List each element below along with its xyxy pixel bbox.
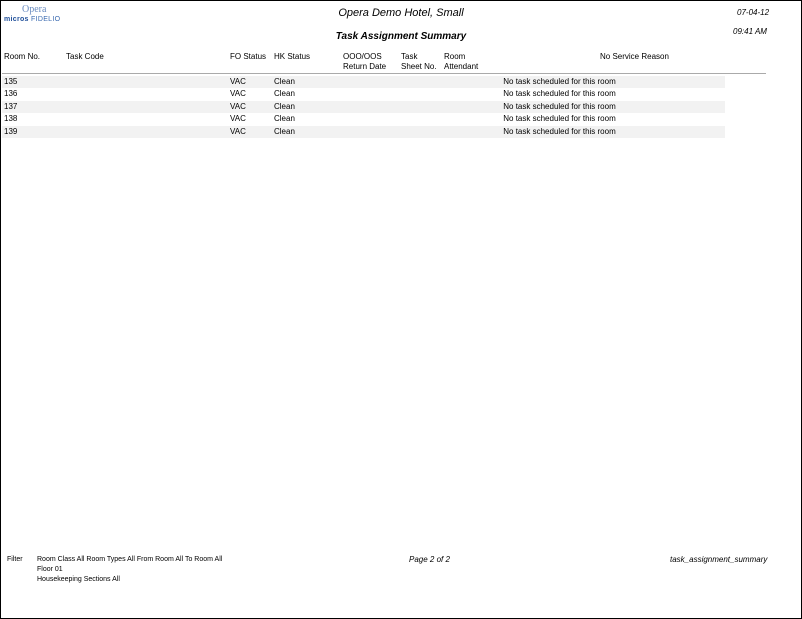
fo-status-cell: VAC (230, 77, 246, 86)
table-row: 137 VAC Clean No task scheduled for this ro… (2, 100, 725, 114)
fo-status-cell: VAC (230, 101, 246, 111)
col-fo-status: FO Status (230, 52, 267, 61)
table-row: 138 VAC Clean No task scheduled for this ro… (2, 113, 725, 125)
col-room-attendant: Room Attendant (444, 52, 479, 71)
micros-fidelio-logo: micros FIDELIO (4, 16, 60, 23)
hk-status-cell: Clean (274, 89, 295, 99)
no-service-reason-cell: No task scheduled for this room (503, 126, 616, 136)
report-title: Task Assignment Summary (335, 31, 467, 42)
filter-line: Floor 01 (37, 566, 63, 573)
hk-status-cell: Clean (274, 77, 295, 86)
fo-status-cell: VAC (230, 126, 246, 136)
col-ooo-return-date: OOO/OOS Return Date (343, 52, 387, 71)
no-service-reason-cell: No task scheduled for this room (503, 114, 616, 124)
fo-status-cell: VAC (230, 114, 246, 124)
report-date: 07-04-12 (737, 8, 770, 17)
col-task-sheet-no: Task Sheet No. (401, 52, 437, 71)
hk-status-cell: Clean (274, 126, 295, 136)
logo-brand: micros (4, 16, 29, 23)
filter-line: Housekeeping Sections All (37, 576, 120, 583)
room-no-cell: 136 (4, 89, 18, 99)
filter-label: Filter (7, 556, 23, 563)
hotel-name: Opera Demo Hotel, Small (338, 7, 464, 19)
table-row: 135 VAC Clean No task scheduled for this ro… (2, 76, 725, 89)
no-service-reason-cell: No task scheduled for this room (503, 101, 616, 111)
opera-logo: Opera (22, 4, 47, 15)
col-room-no: Room No. (4, 52, 41, 61)
col-no-service-reason: No Service Reason (600, 52, 669, 61)
logo-sub: FIDELIO (31, 16, 61, 23)
room-no-cell: 139 (4, 126, 18, 136)
filter-line: Room Class All Room Types All From Room … (37, 556, 223, 563)
hk-status-cell: Clean (274, 114, 295, 124)
table-row: 139 VAC Clean No task scheduled for this ro… (2, 125, 725, 138)
hk-status-cell: Clean (274, 101, 295, 111)
room-no-cell: 137 (4, 101, 18, 111)
room-no-cell: 135 (4, 77, 18, 86)
report-name: task_assignment_summary (670, 555, 768, 564)
no-service-reason-cell: No task scheduled for this room (503, 77, 616, 86)
room-no-cell: 138 (4, 114, 18, 124)
report-time: 09:41 AM (733, 27, 767, 36)
page-number: Page 2 of 2 (409, 555, 450, 564)
header-divider (2, 73, 766, 74)
no-service-reason-cell: No task scheduled for this room (503, 89, 616, 99)
col-task-code: Task Code (66, 52, 104, 61)
col-hk-status: HK Status (274, 52, 311, 61)
fo-status-cell: VAC (230, 89, 246, 99)
table-row: 136 VAC Clean No task scheduled for this ro… (2, 88, 725, 100)
